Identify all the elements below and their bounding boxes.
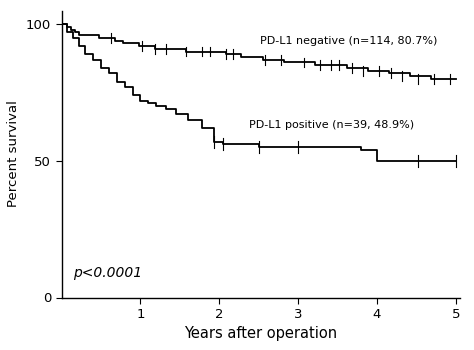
- Text: p<0.0001: p<0.0001: [73, 266, 143, 280]
- Y-axis label: Percent survival: Percent survival: [8, 100, 20, 208]
- Text: PD-L1 negative (n=114, 80.7%): PD-L1 negative (n=114, 80.7%): [260, 36, 438, 46]
- X-axis label: Years after operation: Years after operation: [184, 327, 337, 342]
- Text: PD-L1 positive (n=39, 48.9%): PD-L1 positive (n=39, 48.9%): [249, 120, 414, 130]
